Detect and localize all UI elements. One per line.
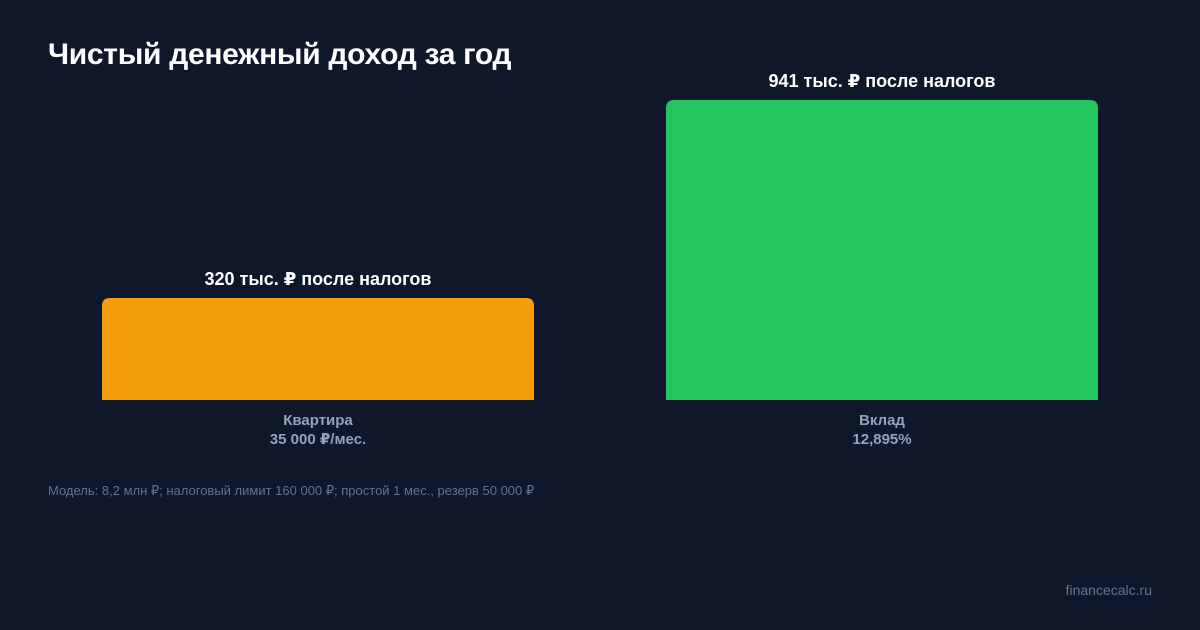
category-label: Квартира bbox=[283, 412, 353, 429]
category-sublabel: 12,895% bbox=[852, 431, 911, 448]
bar-chart: 320 тыс. ₽ после налогов Квартира 35 000 ₽… bbox=[102, 71, 1098, 448]
category-label: Вклад bbox=[859, 412, 905, 429]
category-sublabel: 35 000 ₽/мес. bbox=[270, 431, 366, 448]
model-footnote: Модель: 8,2 млн ₽; налоговый лимит 160 0… bbox=[48, 483, 535, 498]
brand-label: financecalc.ru bbox=[1065, 582, 1152, 598]
bar-value-label: 320 тыс. ₽ после налогов bbox=[204, 269, 431, 289]
bar-value-label: 941 тыс. ₽ после налогов bbox=[768, 71, 995, 91]
chart-title: Чистый денежный доход за год bbox=[48, 38, 512, 71]
bar-1 bbox=[102, 297, 534, 400]
bar-2 bbox=[666, 100, 1098, 400]
